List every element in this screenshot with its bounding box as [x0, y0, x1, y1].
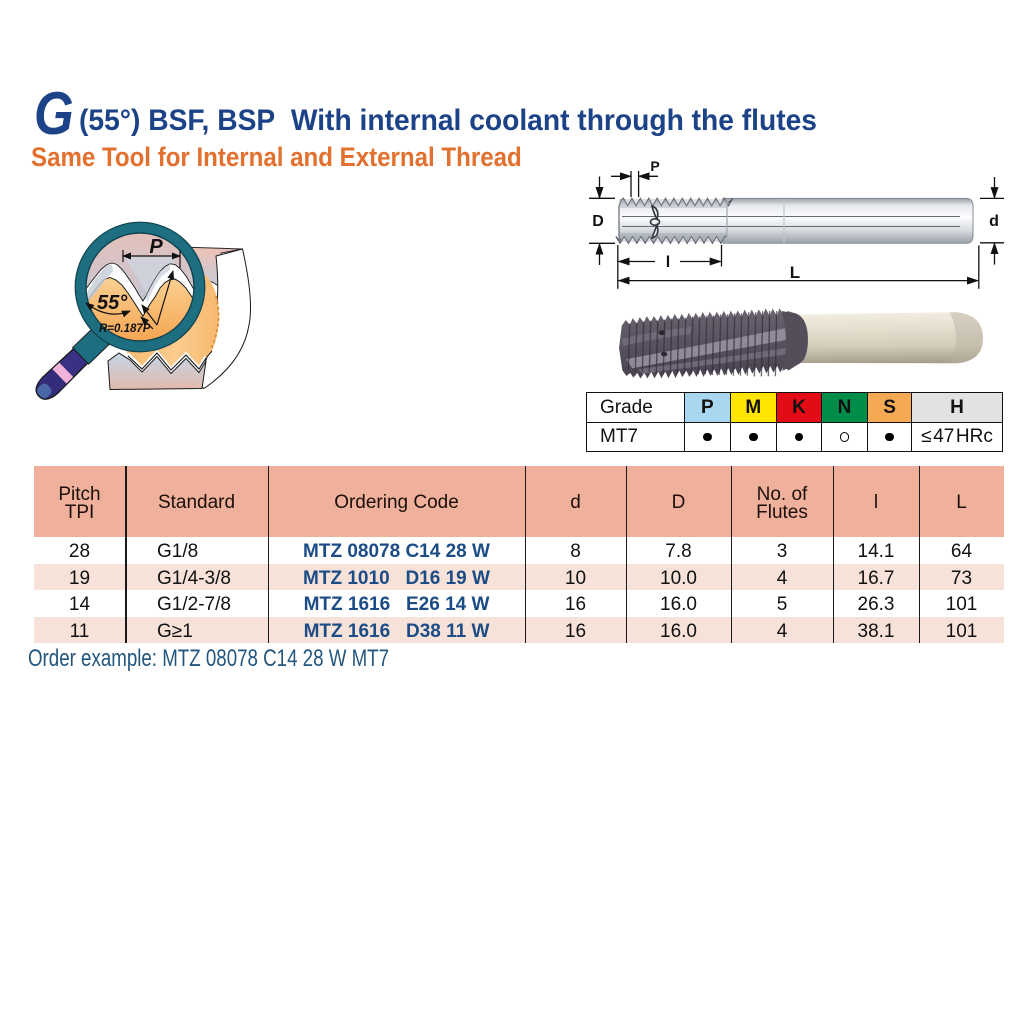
svg-text:55°: 55° [97, 292, 128, 314]
svg-text:d: d [989, 213, 999, 230]
svg-text:P: P [149, 236, 163, 258]
svg-text:P: P [650, 158, 659, 174]
svg-text:R=0.187P: R=0.187P [99, 323, 151, 335]
svg-text:L: L [790, 263, 800, 282]
svg-text:D: D [592, 213, 604, 230]
svg-text:l: l [666, 254, 670, 271]
